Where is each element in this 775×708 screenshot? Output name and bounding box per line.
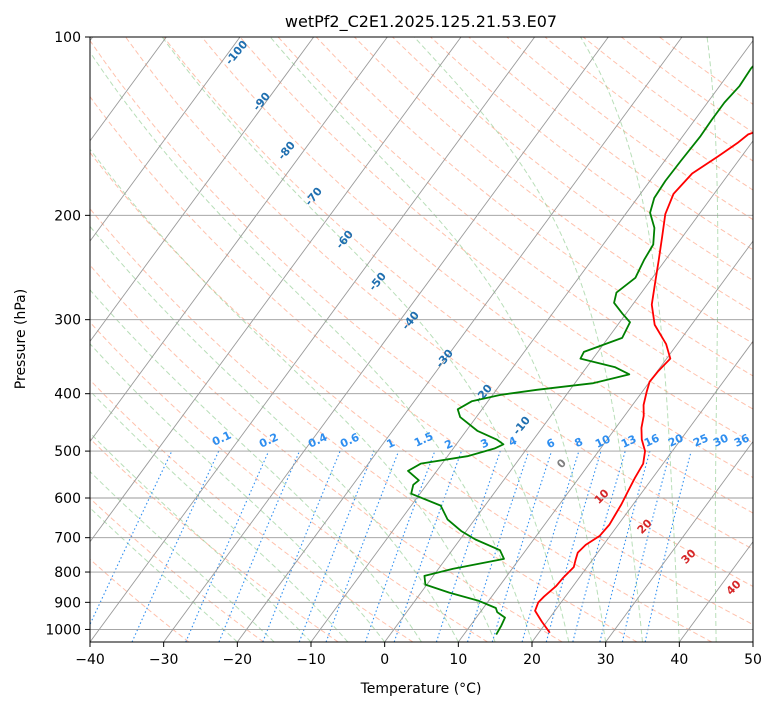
isotherm-line (236, 37, 683, 642)
mixing-ratio-line (262, 450, 341, 642)
mixing-ratio-line (185, 450, 270, 642)
y-tick-label: 300 (54, 313, 81, 329)
x-tick-label: −30 (149, 652, 179, 668)
mixing-ratio-label: 25 (691, 431, 710, 449)
dry-adiabat-line (277, 37, 753, 410)
y-tick-label: 100 (54, 30, 81, 46)
y-tick-label: 700 (54, 531, 81, 547)
x-tick-label: 0 (380, 652, 389, 668)
mixing-ratio-label: 36 (732, 431, 752, 449)
mixing-ratio-line (325, 450, 400, 642)
mixing-ratio-label: 16 (642, 431, 662, 449)
x-tick-label: 50 (744, 652, 762, 668)
mixing-ratio-line (599, 450, 651, 642)
isotherm-line (90, 37, 167, 142)
dry-adiabat-line (201, 37, 753, 479)
x-tick-label: −10 (296, 652, 326, 668)
mixing-ratio-line (521, 450, 580, 642)
dry-adiabat-line (90, 39, 753, 588)
mixing-ratio-label: 30 (711, 431, 731, 449)
x-tick-label: −40 (75, 652, 105, 668)
moist-adiabat-line (90, 148, 496, 642)
plot-frame (89, 36, 754, 643)
mixing-ratio-label: 10 (593, 432, 613, 450)
sounding-profiles (407, 64, 753, 635)
mixing-ratio-line (572, 450, 626, 642)
dry-adiabat-line (125, 37, 753, 550)
mixing-ratio-line (435, 450, 501, 642)
y-tick-label: 600 (54, 491, 81, 507)
y-tick-label: 1000 (45, 622, 81, 638)
moist-adiabat-line (90, 470, 275, 642)
y-tick-label: 500 (54, 444, 81, 460)
moist-adiabat-line (413, 37, 643, 642)
x-tick-label: 10 (449, 652, 467, 668)
isotherm-line (457, 240, 753, 642)
y-axis-title: Pressure (hPa) (13, 289, 29, 389)
x-tick-label: 20 (523, 652, 541, 668)
moist-adiabat-line (161, 37, 570, 642)
isotherm-line (90, 37, 388, 443)
isotherm-line (163, 37, 609, 642)
moist-adiabat-line (269, 37, 607, 642)
isotherm-line (531, 340, 753, 642)
dewpoint-profile-line (407, 64, 753, 635)
x-axis: −40 −30 −20 −10 0 10 20 30 40 50 (75, 642, 762, 668)
mixing-ratio-label: 20 (666, 431, 686, 449)
mixing-ratio-label: 13 (619, 432, 638, 450)
moist-adiabat-line (90, 390, 349, 642)
x-tick-label: −20 (223, 652, 253, 668)
moist-adiabat-line (90, 51, 533, 642)
temperature-profile-line (534, 131, 753, 634)
chart-title: wetPf2_C2E1.2025.125.21.53.E07 (285, 12, 557, 32)
x-tick-label: 30 (597, 652, 615, 668)
dry-adiabat-line (90, 95, 753, 626)
moist-adiabat-line (90, 289, 422, 642)
isotherm-line (90, 37, 536, 642)
dry-adiabat-line (163, 37, 753, 514)
isotherm-line (605, 440, 753, 642)
dry-adiabat-line (90, 558, 190, 642)
isotherm-line (310, 39, 753, 642)
dry-adiabat-line (90, 264, 563, 642)
x-axis-title: Temperature (°C) (360, 681, 482, 697)
y-tick-label: 200 (54, 208, 81, 224)
mixing-ratio-line (218, 450, 301, 642)
dry-adiabat-line (90, 207, 638, 642)
isotherm-line (90, 37, 315, 343)
x-tick-label: 40 (670, 652, 688, 668)
mixing-ratio-line (621, 450, 671, 642)
mixing-ratio-line (491, 450, 553, 642)
moist-adiabat-line (90, 225, 459, 642)
moist-adiabat-line (706, 37, 719, 642)
mixing-ratio-line (364, 450, 436, 642)
mixing-ratio-line (466, 450, 530, 642)
y-tick-label: 900 (54, 595, 81, 611)
mixing-ratio-line (298, 450, 375, 642)
isotherm-line (384, 140, 753, 642)
y-axis: 100 200 300 400 500 600 700 800 900 1000 (45, 30, 90, 638)
mixing-ratio-line (545, 450, 602, 642)
y-tick-label: 400 (54, 387, 81, 403)
y-tick-label: 800 (54, 565, 81, 581)
isotherm-line (90, 37, 241, 242)
dry-adiabat-line (315, 37, 753, 377)
